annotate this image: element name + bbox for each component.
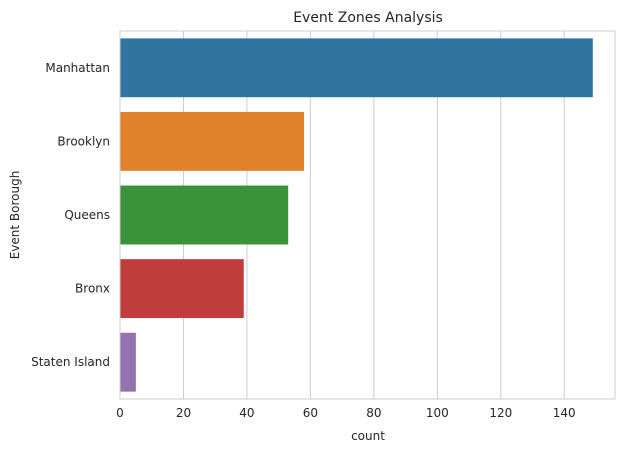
y-tick-labels: Manhattan Brooklyn Queens Bronx Staten Islan…	[31, 61, 110, 369]
x-tick-label-0: 0	[116, 406, 124, 420]
y-tick-label-brooklyn: Brooklyn	[57, 134, 110, 148]
y-tick-label-queens: Queens	[64, 208, 110, 222]
bar-bronx	[120, 259, 244, 319]
bar-staten-island	[120, 332, 136, 392]
bar-manhattan	[120, 38, 593, 98]
x-tick-label-6: 120	[489, 406, 512, 420]
x-tick-label-4: 80	[366, 406, 381, 420]
y-tick-label-staten-island: Staten Island	[31, 355, 110, 369]
bar-brooklyn	[120, 111, 305, 171]
plot-frame	[119, 30, 616, 400]
x-tick-label-3: 60	[303, 406, 318, 420]
bar-queens	[120, 185, 289, 245]
chart-title: Event Zones Analysis	[293, 10, 443, 26]
x-tick-labels: 0 20 40 60 80 100 120 140	[116, 406, 576, 420]
x-tick-label-2: 40	[239, 406, 254, 420]
y-tick-label-manhattan: Manhattan	[45, 61, 110, 75]
y-tick-label-bronx: Bronx	[75, 282, 110, 296]
x-tick-label-7: 140	[553, 406, 576, 420]
bars	[120, 38, 593, 392]
y-axis-label: Event Borough	[8, 171, 22, 260]
x-tick-label-5: 100	[426, 406, 449, 420]
x-tick-label-1: 20	[176, 406, 191, 420]
x-axis-label: count	[351, 429, 385, 443]
